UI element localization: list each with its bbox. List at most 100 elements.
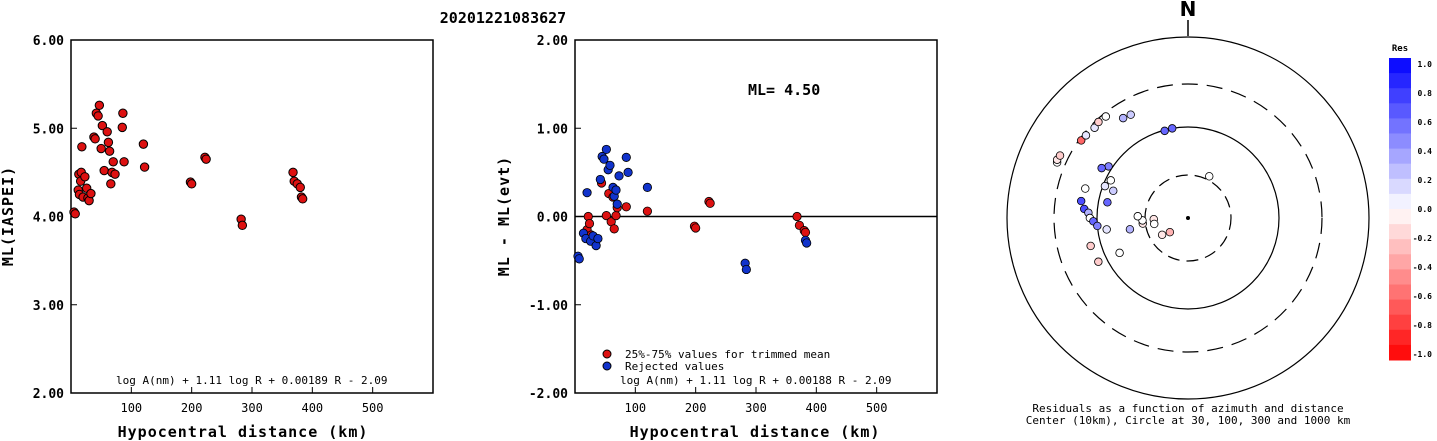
station-point bbox=[1100, 181, 1110, 191]
y-tick-labels: 2.00 3.00 4.00 5.00 6.00 bbox=[33, 34, 77, 402]
station-residual-points bbox=[1052, 110, 1214, 266]
data-point bbox=[90, 134, 100, 144]
epicenter-marker bbox=[1186, 216, 1190, 220]
data-point bbox=[584, 218, 595, 229]
data-point bbox=[104, 146, 115, 156]
station-point bbox=[1097, 163, 1106, 173]
colorbar-cell bbox=[1389, 88, 1411, 104]
data-point bbox=[110, 169, 120, 179]
station-point bbox=[1157, 230, 1167, 240]
y-tick-label: 6.00 bbox=[33, 34, 64, 49]
station-point bbox=[1086, 241, 1095, 251]
x-tick-label: 200 bbox=[181, 401, 203, 415]
colorbar-cell bbox=[1389, 103, 1411, 119]
colorbar-cell bbox=[1389, 224, 1411, 240]
data-point bbox=[642, 206, 653, 216]
data-point bbox=[99, 165, 109, 176]
colorbar-cell bbox=[1389, 133, 1411, 150]
y-tick-label: -2.00 bbox=[529, 387, 568, 402]
colorbar-label: 0.2 bbox=[1418, 176, 1433, 185]
y-tick-label: 4.00 bbox=[33, 211, 64, 226]
colorbar-cell bbox=[1389, 193, 1411, 210]
data-point bbox=[601, 211, 611, 221]
station-point bbox=[1118, 113, 1128, 123]
station-point bbox=[1076, 196, 1086, 206]
x-axis-label: Hypocentral distance (km) bbox=[630, 423, 881, 441]
data-point bbox=[612, 199, 622, 209]
data-point bbox=[642, 182, 653, 192]
data-point bbox=[201, 154, 211, 164]
data-point bbox=[595, 174, 605, 185]
data-point bbox=[574, 254, 584, 264]
station-point bbox=[1103, 198, 1112, 207]
colorbar-label: -0.6 bbox=[1413, 292, 1432, 301]
colorbar-cell bbox=[1389, 178, 1411, 195]
data-point bbox=[605, 160, 615, 170]
colorbar-cell bbox=[1389, 269, 1411, 285]
station-point bbox=[1133, 212, 1142, 221]
y-tick-label: 3.00 bbox=[33, 299, 64, 314]
legend-marker-trimmed bbox=[602, 349, 612, 359]
colorbar-cell bbox=[1389, 73, 1411, 89]
station-point bbox=[1055, 151, 1065, 160]
data-point bbox=[288, 167, 298, 178]
y-tick-label: 5.00 bbox=[33, 122, 64, 137]
data-point bbox=[582, 188, 592, 198]
station-point bbox=[1081, 131, 1091, 140]
colorbar-cell bbox=[1389, 148, 1411, 165]
colorbar-cell bbox=[1389, 239, 1411, 255]
data-point bbox=[106, 179, 116, 189]
residual-colorbar: Res 1.0 0.8 0.6 0.4 0.2 0.0 -0.2 -0.4 -0.6 -0.8 -1… bbox=[1389, 44, 1432, 361]
x-tick-label: 500 bbox=[362, 401, 384, 415]
data-point bbox=[614, 171, 624, 181]
data-point bbox=[139, 162, 150, 172]
panel-azimuth-residuals: N Residuals as a function of azimuth and… bbox=[1006, 0, 1370, 427]
data-point bbox=[86, 188, 96, 199]
colorbar-cells bbox=[1389, 58, 1411, 361]
x-tick-label: 300 bbox=[241, 401, 263, 415]
data-point bbox=[611, 211, 621, 221]
formula-text: log A(nm) + 1.11 log R + 0.00189 R - 2.0… bbox=[116, 374, 388, 387]
data-point bbox=[792, 211, 802, 222]
colorbar-label: 0.0 bbox=[1418, 205, 1433, 214]
ring-100km bbox=[1096, 126, 1280, 310]
data-point bbox=[611, 185, 621, 195]
north-label: N bbox=[1180, 0, 1197, 21]
station-point bbox=[1102, 225, 1111, 234]
data-point bbox=[77, 142, 87, 152]
data-point bbox=[623, 167, 633, 177]
station-point bbox=[1160, 126, 1169, 136]
station-point bbox=[1081, 184, 1090, 193]
colorbar-cell bbox=[1389, 254, 1411, 270]
colorbar-label: 0.8 bbox=[1418, 89, 1433, 98]
station-point bbox=[1205, 172, 1214, 181]
data-point bbox=[601, 144, 611, 155]
station-point bbox=[1150, 219, 1159, 229]
colorbar-cell bbox=[1389, 58, 1411, 74]
data-point bbox=[80, 172, 90, 182]
colorbar-label: 1.0 bbox=[1418, 60, 1433, 69]
ring-1000km bbox=[1006, 36, 1370, 400]
x-tick-label: 200 bbox=[685, 401, 707, 415]
scatter-points bbox=[69, 100, 308, 231]
x-tick-label: 500 bbox=[866, 401, 888, 415]
colorbar-cell bbox=[1389, 314, 1411, 331]
data-point bbox=[593, 233, 603, 244]
colorbar-label: -0.8 bbox=[1413, 321, 1432, 330]
figure-title: 20201221083627 bbox=[440, 9, 566, 27]
data-point bbox=[102, 127, 112, 137]
station-point bbox=[1125, 225, 1135, 234]
data-point bbox=[599, 154, 609, 164]
colorbar-cell bbox=[1389, 209, 1411, 225]
data-point bbox=[94, 100, 105, 111]
data-point bbox=[118, 108, 128, 118]
x-tick-label: 400 bbox=[805, 401, 827, 415]
colorbar-title: Res bbox=[1392, 44, 1408, 54]
x-tick-label: 300 bbox=[745, 401, 767, 415]
x-axis-label: Hypocentral distance (km) bbox=[118, 423, 369, 441]
data-point bbox=[70, 209, 80, 219]
station-point bbox=[1094, 257, 1103, 266]
data-point bbox=[119, 157, 129, 167]
panel-ml-vs-distance: 2.00 3.00 4.00 5.00 6.00 100 200 300 400 500 log… bbox=[0, 34, 434, 441]
